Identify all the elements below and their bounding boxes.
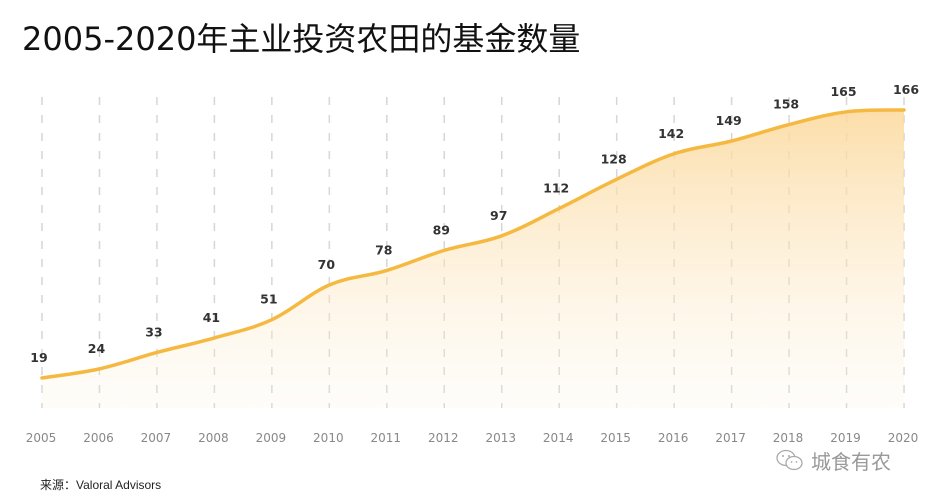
chart-title: 2005-2020年主业投资农田的基金数量 <box>22 20 581 58</box>
source-note: 来源：Valoral Advisors <box>40 478 162 492</box>
area-fill <box>42 110 904 408</box>
x-tick-label: 2020 <box>888 431 919 445</box>
x-tick-label: 2011 <box>371 431 402 445</box>
x-tick-label: 2012 <box>428 431 459 445</box>
x-tick-label: 2017 <box>715 431 746 445</box>
x-tick-label: 2008 <box>198 431 229 445</box>
data-label: 97 <box>490 208 507 223</box>
x-tick-label: 2010 <box>313 431 344 445</box>
data-label: 166 <box>893 82 919 97</box>
x-tick-label: 2015 <box>600 431 631 445</box>
data-label: 128 <box>601 151 627 166</box>
watermark: 城食有农 <box>775 446 891 475</box>
x-tick-label: 2005 <box>26 431 57 445</box>
data-label: 33 <box>145 324 162 339</box>
data-label: 89 <box>433 222 450 237</box>
x-tick-label: 2019 <box>830 431 861 445</box>
data-label: 19 <box>30 350 47 365</box>
x-tick-label: 2018 <box>773 431 804 445</box>
data-label: 112 <box>543 180 569 195</box>
data-label: 142 <box>658 126 684 141</box>
data-label: 70 <box>318 257 336 272</box>
data-label: 41 <box>203 310 220 325</box>
data-label: 165 <box>830 84 856 99</box>
watermark-text: 城食有农 <box>811 450 891 474</box>
x-tick-label: 2014 <box>543 431 574 445</box>
data-label: 149 <box>716 113 742 128</box>
x-tick-label: 2016 <box>658 431 689 445</box>
x-tick-label: 2009 <box>256 431 287 445</box>
x-tick-label: 2007 <box>141 431 172 445</box>
x-tick-label: 2013 <box>485 431 516 445</box>
data-label: 158 <box>773 97 799 112</box>
x-tick-label: 2006 <box>83 431 114 445</box>
wechat-icon <box>776 449 803 470</box>
series-line <box>40 108 906 380</box>
data-label: 51 <box>260 292 277 307</box>
data-label: 78 <box>375 242 392 257</box>
data-label: 24 <box>88 341 106 356</box>
